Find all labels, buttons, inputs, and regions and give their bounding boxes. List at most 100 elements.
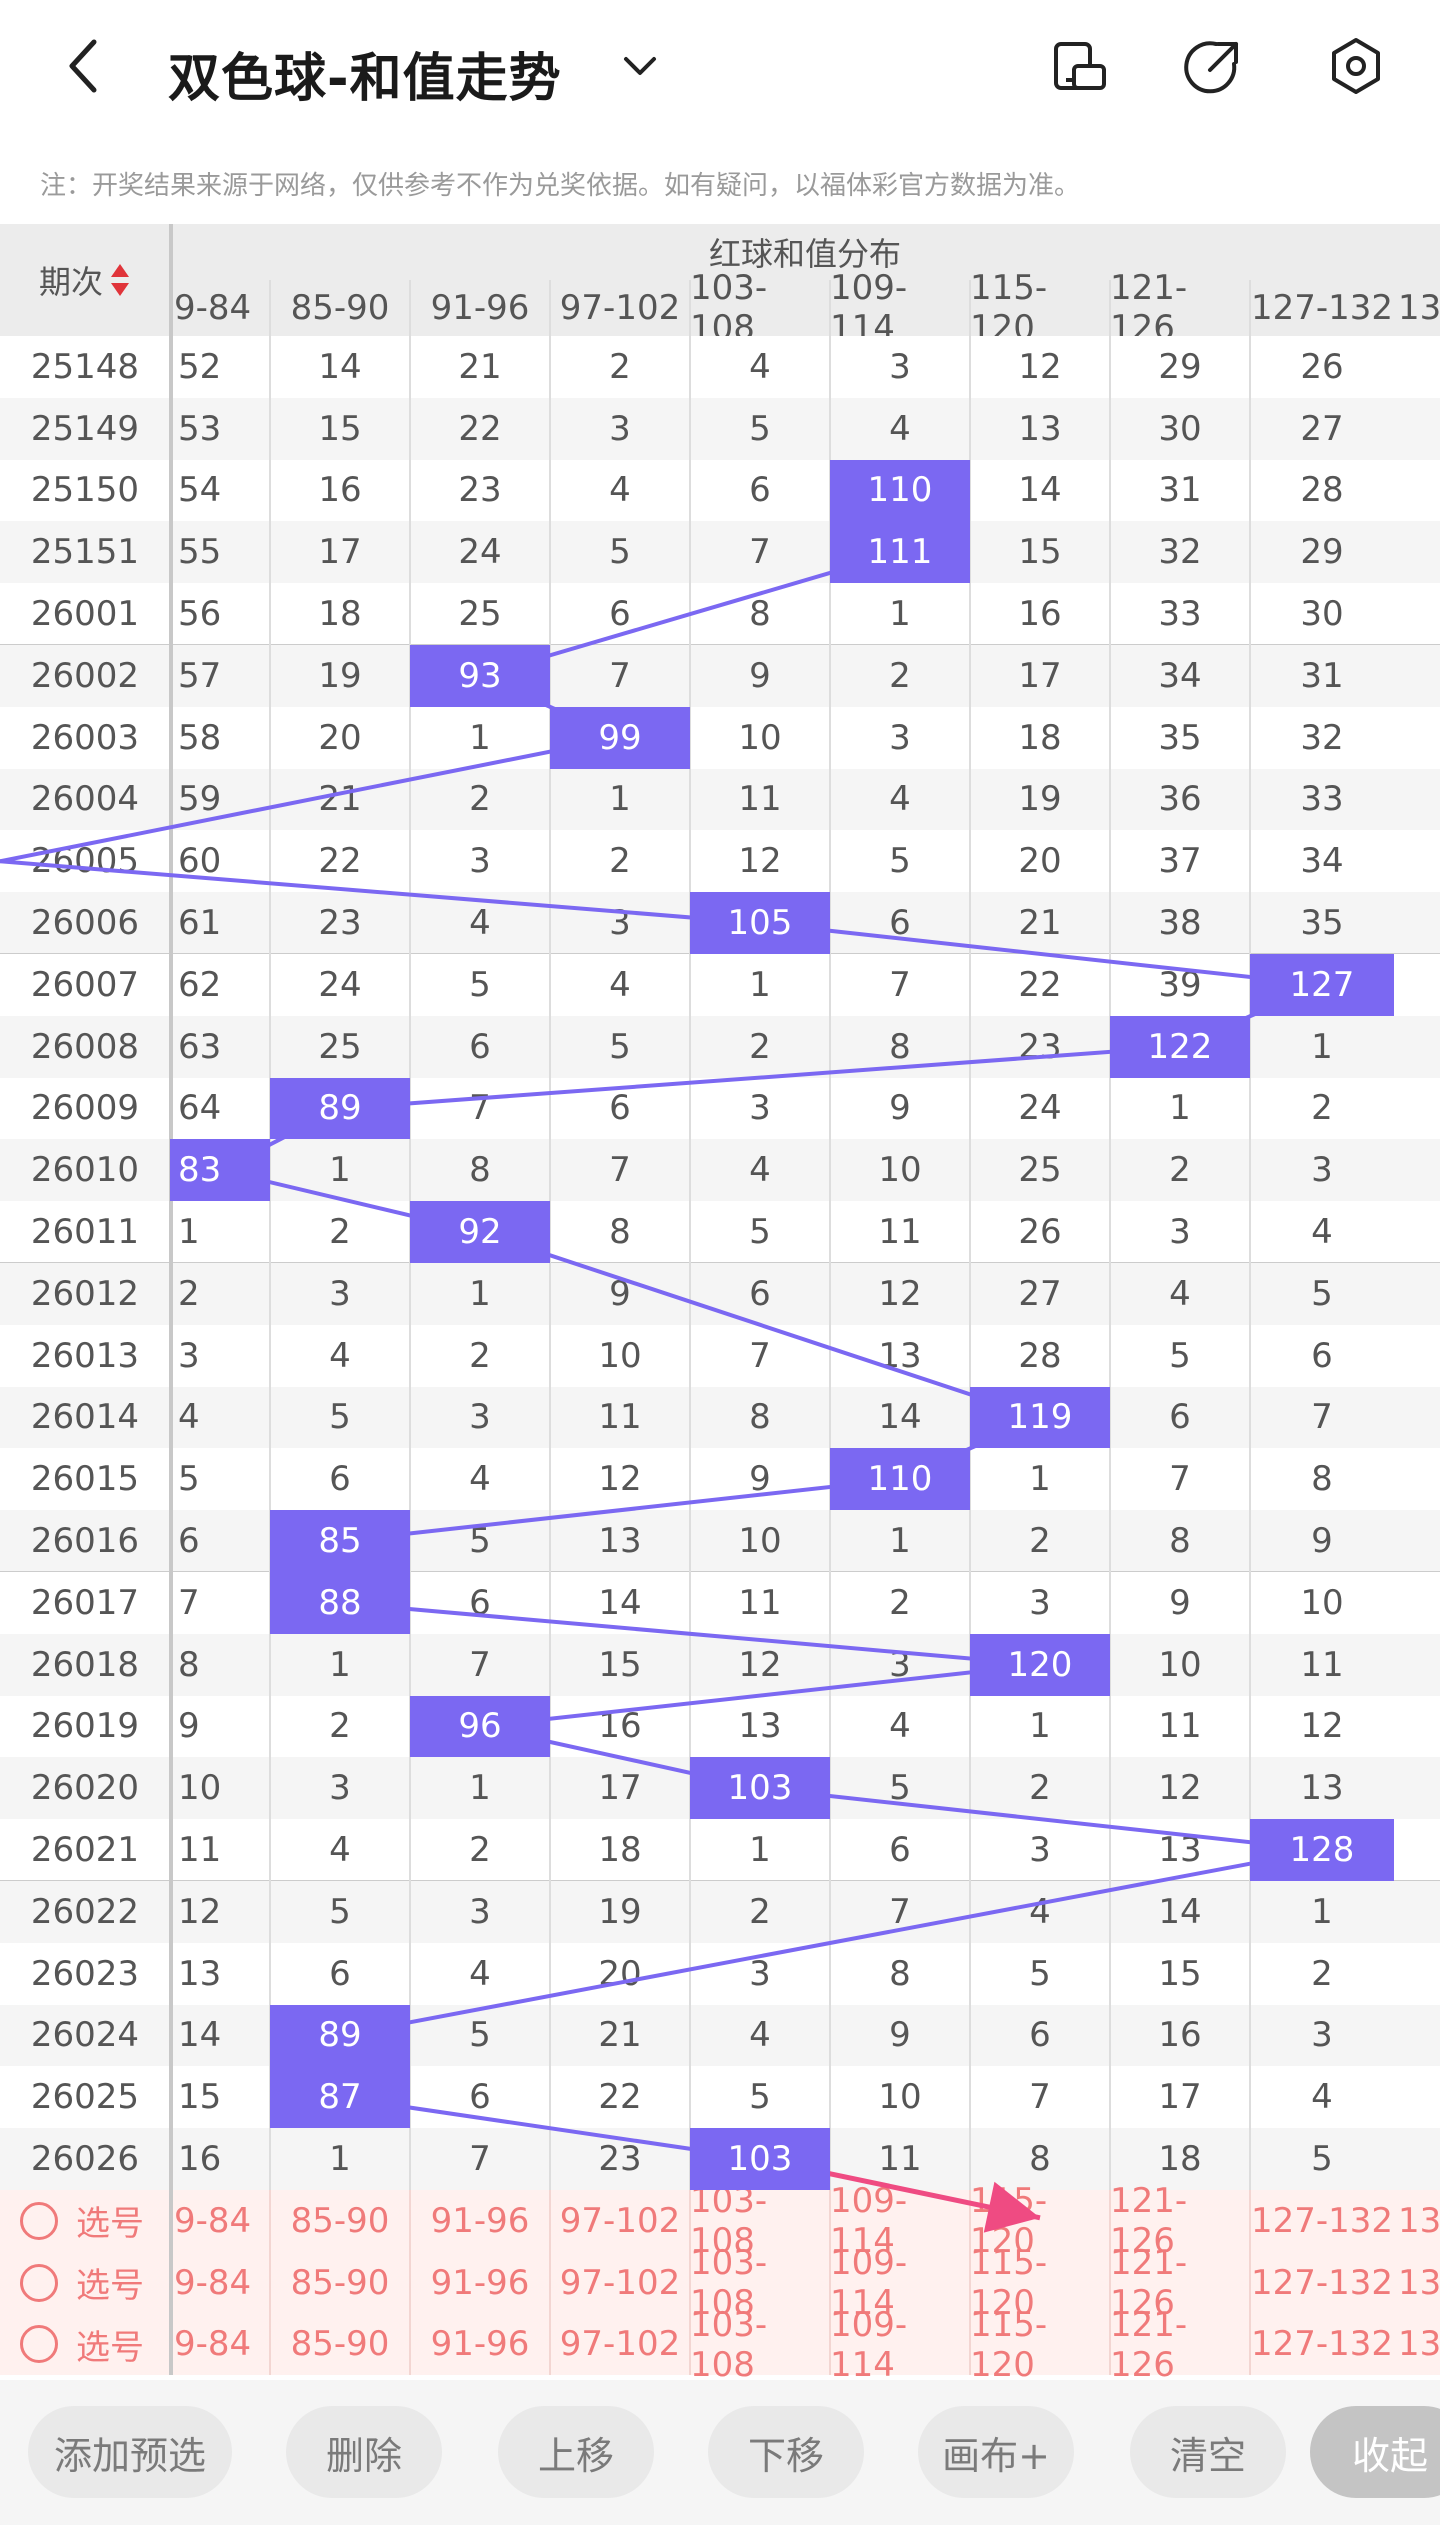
sort-updown-icon[interactable] — [109, 262, 131, 298]
pick-number-toggle[interactable]: 选号 — [0, 2190, 170, 2252]
omission-cell: 22 — [1018, 964, 1062, 1005]
omission-cell: 10 — [1158, 1644, 1202, 1685]
omission-cell: 6 — [749, 470, 771, 511]
omission-cell: 21 — [318, 779, 362, 820]
period-cell: 26024 — [30, 2015, 140, 2056]
back-button[interactable] — [48, 30, 120, 102]
period-cell: 26010 — [30, 1150, 140, 1191]
omission-cell: 1 — [889, 1521, 911, 1562]
omission-cell: 3 — [1169, 1212, 1191, 1253]
pick-range-cell[interactable]: 9-84 — [174, 2262, 252, 2303]
range-header: 85-90 — [270, 280, 410, 336]
clear-button[interactable]: 清空 — [1130, 2406, 1286, 2498]
pick-range-cell[interactable]: 97-102 — [559, 2200, 681, 2241]
screen-toggle-button[interactable] — [1044, 30, 1116, 102]
delete-button[interactable]: 删除 — [286, 2406, 442, 2498]
omission-cell: 4 — [609, 964, 631, 1005]
table-row — [0, 1386, 1440, 1449]
omission-cell: 7 — [749, 1335, 771, 1376]
table-row — [0, 459, 1440, 522]
omission-cell: 27 — [1300, 408, 1344, 449]
pick-label: 选号 — [76, 2266, 144, 2307]
pick-range-cell[interactable]: 9-84 — [174, 2324, 252, 2365]
omission-cell: 23 — [458, 470, 502, 511]
omission-cell: 63 — [178, 1026, 222, 1067]
omission-cell: 4 — [329, 1830, 351, 1871]
range-header: 103-108 — [690, 268, 830, 348]
pick-range-cell[interactable]: 85-90 — [290, 2200, 390, 2241]
pick-range-cell[interactable]: 97-102 — [559, 2262, 681, 2303]
omission-cell: 17 — [1158, 2077, 1202, 2118]
pick-range-cell[interactable]: 13 — [1398, 2262, 1440, 2303]
pick-range-cell[interactable]: 85-90 — [290, 2324, 390, 2365]
hit-cell: 89 — [270, 2004, 410, 2067]
chevron-down-icon — [624, 57, 656, 75]
omission-cell: 4 — [749, 2015, 771, 2056]
range-header: 115-120 — [970, 268, 1110, 348]
omission-cell: 14 — [1018, 470, 1062, 511]
period-header[interactable]: 期次 — [0, 224, 170, 336]
hit-cell: 83 — [170, 1139, 270, 1202]
period-cell: 26023 — [30, 1953, 140, 1994]
omission-cell: 2 — [329, 1706, 351, 1747]
omission-cell: 34 — [1158, 655, 1202, 696]
collapse-button[interactable]: 收起 — [1310, 2406, 1440, 2498]
omission-cell: 5 — [889, 841, 911, 882]
omission-cell: 2 — [749, 1026, 771, 1067]
omission-cell: 10 — [1300, 1582, 1344, 1623]
pick-range-cell[interactable]: 13 — [1398, 2324, 1440, 2365]
move-up-button[interactable]: 上移 — [498, 2406, 654, 2498]
omission-cell: 28 — [1300, 470, 1344, 511]
page-title[interactable]: 双色球-和值走势 — [168, 49, 562, 109]
add-preselect-button[interactable]: 添加预选 — [28, 2406, 232, 2498]
pick-range-cell[interactable]: 85-90 — [290, 2262, 390, 2303]
omission-cell: 37 — [1158, 841, 1202, 882]
omission-cell: 7 — [178, 1582, 200, 1623]
omission-cell: 3 — [889, 717, 911, 758]
trend-segment — [339, 1044, 1181, 1111]
title-dropdown-button[interactable] — [612, 30, 668, 102]
omission-cell: 18 — [318, 594, 362, 635]
omission-cell: 10 — [738, 717, 782, 758]
omission-cell: 57 — [178, 655, 222, 696]
column-divider — [1109, 280, 1111, 2376]
omission-cell: 8 — [889, 1953, 911, 1994]
omission-cell: 12 — [1158, 1768, 1202, 1809]
omission-cell: 12 — [598, 1459, 642, 1500]
move-down-button[interactable]: 下移 — [708, 2406, 864, 2498]
omission-cell: 4 — [889, 779, 911, 820]
pick-range-cell[interactable]: 13 — [1398, 2200, 1440, 2241]
pick-range-cell[interactable]: 115-120 — [970, 2304, 1048, 2385]
pick-range-cell[interactable]: 127-132 — [1250, 2262, 1394, 2303]
settings-button[interactable] — [1320, 30, 1392, 102]
pick-number-toggle[interactable]: 选号 — [0, 2252, 170, 2314]
pick-range-cell[interactable]: 91-96 — [430, 2200, 530, 2241]
pick-range-cell[interactable]: 97-102 — [559, 2324, 681, 2365]
omission-cell: 21 — [1018, 903, 1062, 944]
pick-range-cell[interactable]: 91-96 — [430, 2324, 530, 2365]
period-cell: 26014 — [30, 1397, 140, 1438]
omission-cell: 56 — [178, 594, 222, 635]
omission-cell: 9 — [1311, 1521, 1333, 1562]
radio-circle-icon[interactable] — [20, 2201, 58, 2240]
pick-range-cell[interactable]: 91-96 — [430, 2262, 530, 2303]
pick-range-cell[interactable]: 127-132 — [1250, 2324, 1394, 2365]
omission-cell: 32 — [1158, 532, 1202, 573]
omission-cell: 5 — [609, 1026, 631, 1067]
table-row — [0, 1077, 1440, 1140]
radio-circle-icon[interactable] — [20, 2263, 58, 2302]
table-row — [0, 397, 1440, 460]
table-row — [0, 1819, 1440, 1881]
omission-cell: 5 — [749, 1212, 771, 1253]
pick-range-cell[interactable]: 127-132 — [1250, 2200, 1394, 2241]
pick-range-cell[interactable]: 9-84 — [174, 2200, 252, 2241]
omission-cell: 25 — [1018, 1150, 1062, 1191]
omission-cell: 1 — [329, 1150, 351, 1191]
column-divider — [169, 224, 173, 2376]
table-row — [0, 521, 1440, 584]
canvas-plus-button[interactable]: 画布+ — [918, 2406, 1074, 2498]
radio-circle-icon[interactable] — [20, 2325, 58, 2364]
table-row — [0, 645, 1440, 707]
share-button[interactable] — [1176, 30, 1248, 102]
pick-number-toggle[interactable]: 选号 — [0, 2314, 170, 2376]
